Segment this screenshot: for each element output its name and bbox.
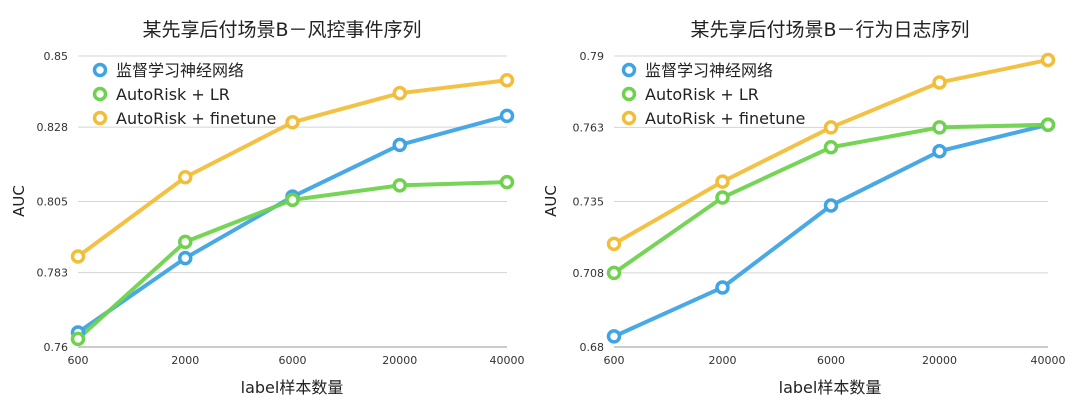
data-point: [285, 115, 300, 130]
data-point: [823, 198, 839, 213]
legend-marker: [92, 110, 108, 126]
data-point: [932, 120, 947, 135]
legend-label: 监督学习神经网络: [645, 61, 773, 80]
legend-marker: [92, 62, 108, 78]
data-point: [70, 331, 86, 347]
data-point: [178, 234, 193, 250]
x-tick-label: 6000: [817, 354, 845, 367]
data-point: [606, 265, 622, 281]
legend-marker: [621, 110, 637, 126]
data-point: [932, 75, 947, 90]
y-tick-label: 0.763: [573, 121, 605, 134]
y-tick-label: 0.783: [37, 267, 69, 280]
data-point: [178, 250, 193, 266]
y-tick-label: 0.85: [44, 50, 69, 63]
legend-label: AutoRisk + finetune: [116, 109, 276, 128]
data-point: [392, 137, 407, 153]
legend-marker: [621, 62, 637, 78]
y-tick-label: 0.708: [573, 267, 605, 280]
data-point: [70, 249, 86, 264]
x-tick-label: 20000: [922, 354, 957, 367]
series-line: [612, 122, 1050, 339]
series-line: [76, 78, 509, 259]
data-point: [823, 140, 839, 155]
x-tick-label: 20000: [382, 354, 417, 367]
x-tick-label: 40000: [1031, 354, 1066, 367]
data-point: [285, 192, 300, 208]
legend-marker: [621, 86, 637, 102]
y-tick-label: 0.735: [573, 196, 605, 209]
x-axis-label: label样本数量: [779, 378, 882, 397]
x-tick-label: 40000: [490, 354, 525, 367]
data-point: [392, 178, 407, 193]
legend-label: AutoRisk + LR: [116, 85, 230, 104]
data-point: [392, 85, 407, 101]
data-point: [178, 170, 193, 185]
data-point: [715, 280, 730, 295]
x-tick-label: 600: [604, 354, 625, 367]
x-tick-label: 600: [68, 354, 89, 367]
data-point: [715, 190, 730, 205]
y-axis-label: AUC: [542, 185, 560, 217]
series-line: [76, 113, 509, 335]
x-axis-label: label样本数量: [241, 378, 344, 397]
data-point: [1040, 117, 1056, 133]
legend-label: AutoRisk + finetune: [645, 109, 805, 128]
y-tick-label: 0.805: [37, 196, 69, 209]
legend-label: 监督学习神经网络: [116, 61, 244, 80]
x-tick-label: 2000: [171, 354, 199, 367]
data-point: [606, 236, 622, 252]
chart-title: 某先享后付场景B－行为日志序列: [690, 19, 969, 41]
legend-marker: [92, 86, 108, 102]
data-point: [606, 329, 622, 344]
y-tick-label: 0.828: [37, 121, 69, 134]
x-tick-label: 6000: [279, 354, 307, 367]
data-point: [499, 108, 515, 124]
data-point: [715, 174, 730, 189]
y-tick-label: 0.68: [580, 341, 605, 354]
chart-title: 某先享后付场景B－风控事件序列: [142, 19, 421, 41]
data-point: [823, 120, 839, 135]
data-point: [932, 143, 947, 159]
data-point: [499, 73, 515, 88]
y-tick-label: 0.76: [44, 341, 69, 354]
y-tick-label: 0.79: [580, 50, 605, 63]
data-point: [1040, 52, 1056, 68]
x-tick-label: 2000: [709, 354, 737, 367]
y-axis-label: AUC: [10, 185, 28, 217]
legend-label: AutoRisk + LR: [645, 85, 759, 104]
data-point: [499, 174, 515, 190]
